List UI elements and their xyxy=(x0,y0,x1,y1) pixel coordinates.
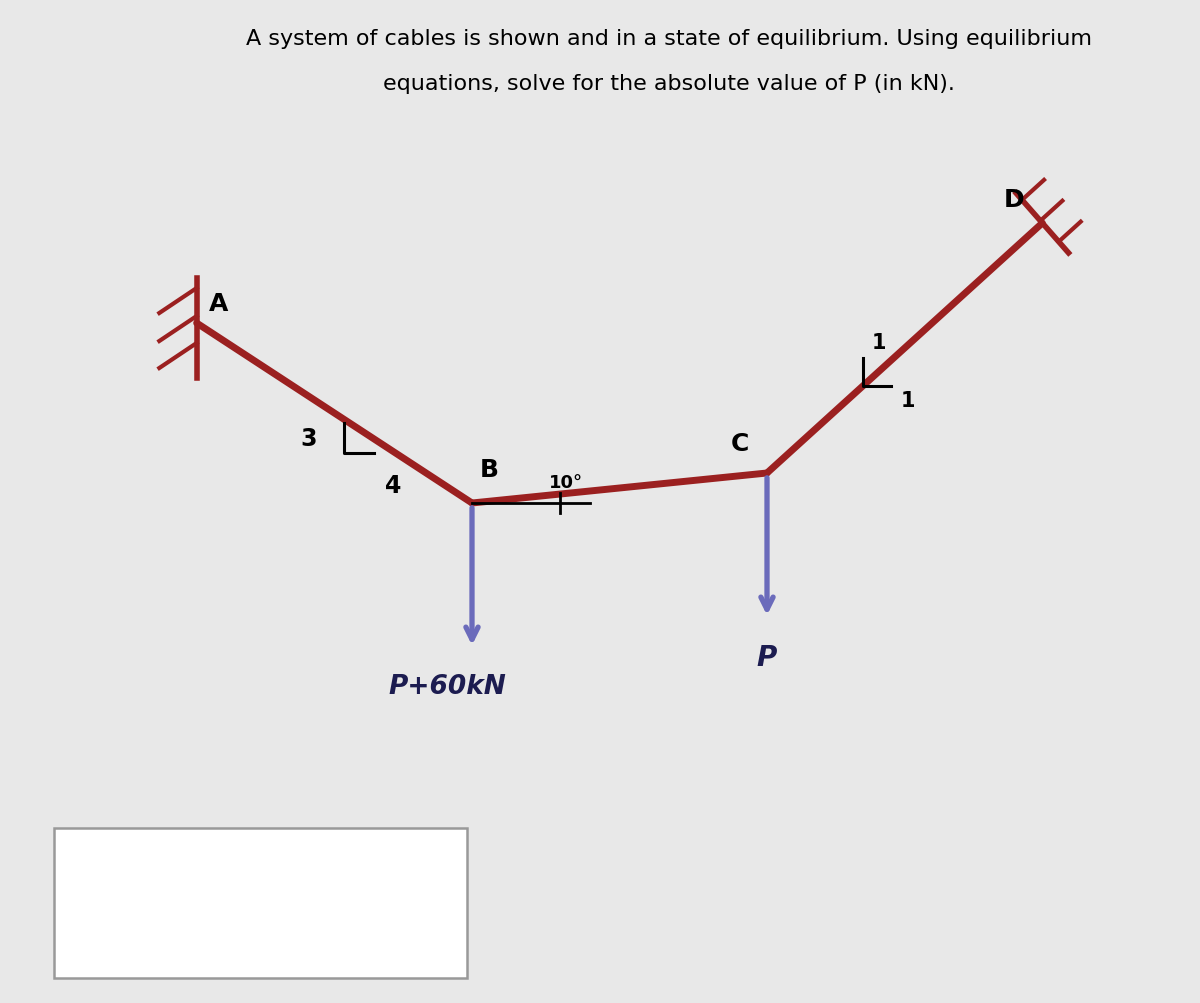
Bar xyxy=(54,828,467,978)
Text: D: D xyxy=(1004,188,1025,212)
Text: 1: 1 xyxy=(901,391,916,411)
Text: B: B xyxy=(480,457,499,481)
Text: 10°: 10° xyxy=(548,473,583,491)
Text: 3: 3 xyxy=(300,426,317,450)
Text: A: A xyxy=(209,292,228,316)
Text: P: P xyxy=(757,643,778,671)
Text: P+60kN: P+60kN xyxy=(389,673,506,699)
Text: C: C xyxy=(731,431,749,455)
Text: 4: 4 xyxy=(385,473,402,497)
Text: A system of cables is shown and in a state of equilibrium. Using equilibrium: A system of cables is shown and in a sta… xyxy=(246,29,1092,49)
Text: equations, solve for the absolute value of P (in kN).: equations, solve for the absolute value … xyxy=(383,74,955,94)
Text: 1: 1 xyxy=(871,333,886,353)
